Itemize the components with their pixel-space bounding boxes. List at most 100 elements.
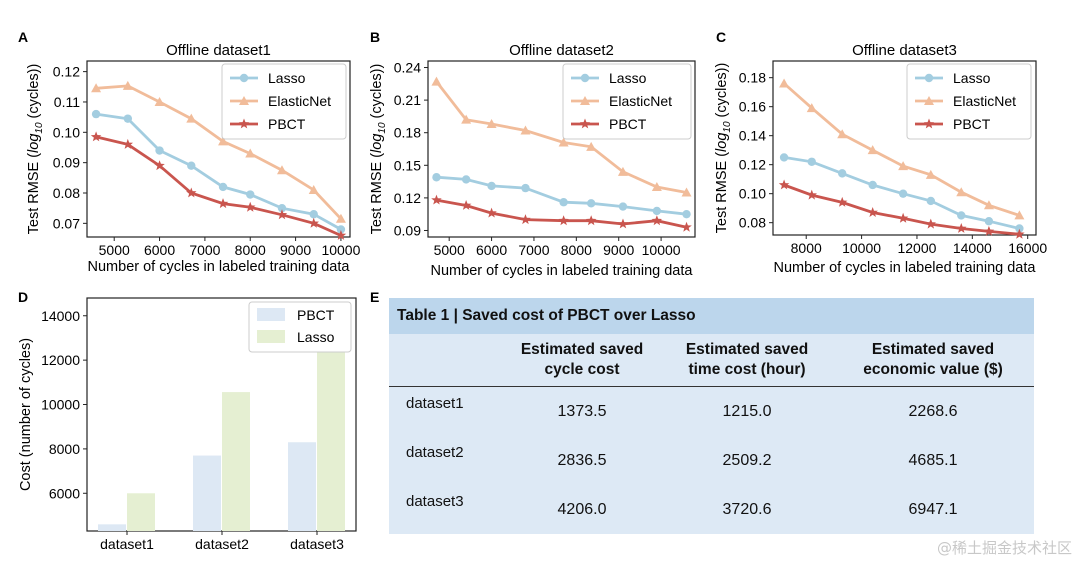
x-tick-label: 8000 bbox=[235, 242, 266, 258]
x-tick-label: 6000 bbox=[476, 242, 507, 258]
legend-box bbox=[906, 63, 1032, 140]
chart-title: Offline dataset3 bbox=[852, 42, 957, 59]
table-row: dataset2 2836.5 2509.2 4685.1 bbox=[389, 436, 1034, 485]
x-tick-label: dataset3 bbox=[290, 536, 344, 552]
data-point bbox=[187, 161, 196, 170]
plot-frame bbox=[772, 60, 1037, 236]
y-tick-label: 0.10 bbox=[53, 124, 80, 140]
x-tick-label: 12000 bbox=[897, 240, 936, 256]
data-point bbox=[486, 207, 497, 218]
y-tick-label: 0.09 bbox=[53, 155, 80, 171]
data-point bbox=[239, 96, 249, 105]
data-point bbox=[122, 138, 133, 149]
data-point bbox=[238, 118, 250, 129]
legend-label: ElasticNet bbox=[953, 93, 1016, 109]
data-point bbox=[779, 78, 790, 88]
bar-lasso bbox=[317, 349, 345, 531]
y-tick-label: 0.09 bbox=[394, 222, 421, 238]
data-point bbox=[1014, 228, 1025, 239]
data-point bbox=[277, 203, 287, 213]
y-tick-label: 0.10 bbox=[739, 186, 766, 202]
data-point bbox=[276, 209, 288, 220]
data-point bbox=[486, 119, 497, 129]
table-cell: 6947.1 bbox=[908, 500, 958, 518]
data-point bbox=[520, 214, 531, 225]
table-title: Table 1 | Saved cost of PBCT over Lasso bbox=[389, 298, 1034, 334]
data-point bbox=[618, 202, 628, 211]
data-point bbox=[652, 206, 662, 216]
data-point bbox=[521, 183, 530, 193]
header-line: economic value ($) bbox=[863, 361, 1003, 378]
header-line: Estimated saved bbox=[685, 341, 809, 358]
header-blank bbox=[389, 334, 502, 386]
y-tick-label: 0.14 bbox=[739, 128, 766, 144]
data-point bbox=[682, 209, 691, 219]
data-point bbox=[926, 196, 935, 206]
data-point bbox=[239, 73, 249, 83]
y-tick-label: 0.15 bbox=[394, 157, 421, 173]
data-point bbox=[617, 218, 629, 229]
data-point bbox=[983, 200, 994, 210]
data-point bbox=[461, 175, 471, 184]
table-cell: 1373.5 bbox=[557, 402, 607, 420]
watermark-text: @稀土掘金技术社区 bbox=[936, 539, 1072, 557]
bar-pbct bbox=[288, 442, 316, 531]
data-point bbox=[898, 189, 908, 198]
table-header: Estimated saved cycle cost Estimated save… bbox=[389, 334, 1034, 387]
data-point bbox=[245, 201, 256, 212]
legend-label: Lasso bbox=[609, 70, 647, 86]
data-point bbox=[432, 173, 441, 182]
x-tick-label: 9000 bbox=[603, 242, 634, 258]
data-point bbox=[308, 184, 319, 194]
data-point bbox=[586, 199, 596, 208]
data-point bbox=[218, 182, 228, 192]
series-pbct bbox=[90, 131, 347, 240]
table-cell: 3720.6 bbox=[722, 500, 772, 518]
chart-dataset2: B Offline dataset2 5000 6000 7000 8000 9000 100… bbox=[369, 29, 696, 279]
data-point bbox=[957, 211, 966, 220]
x-tick-label: 10000 bbox=[642, 242, 681, 258]
table-row: dataset3 4206.0 3720.6 6947.1 bbox=[389, 485, 1034, 534]
legend-label: ElasticNet bbox=[609, 93, 672, 109]
y-tick-label: 10000 bbox=[41, 397, 80, 413]
data-point bbox=[487, 181, 496, 191]
data-point bbox=[431, 194, 442, 205]
legend: Lasso ElasticNet PBCT bbox=[906, 63, 1032, 140]
data-point bbox=[956, 223, 967, 233]
y-tick-label: 0.12 bbox=[394, 190, 421, 206]
panel-label-e: E bbox=[370, 289, 379, 305]
legend: Lasso ElasticNet PBCT bbox=[221, 63, 347, 140]
table-cell: 4685.1 bbox=[908, 451, 958, 469]
bar-lasso bbox=[127, 493, 155, 531]
table-cell: 1215.0 bbox=[722, 402, 772, 420]
table-row: dataset1 1373.5 1215.0 2268.6 bbox=[389, 387, 1034, 436]
x-tick-label: 8000 bbox=[561, 242, 592, 258]
data-point bbox=[123, 114, 133, 123]
data-point bbox=[245, 148, 256, 158]
chart-dataset3: C Offline dataset3 8000 10000 12000 14000 1600… bbox=[714, 29, 1047, 276]
data-point bbox=[579, 118, 591, 129]
y-axis-label: Test RMSE (log10 (cycles)) bbox=[714, 63, 733, 234]
data-point bbox=[276, 165, 287, 175]
series-elasticnet bbox=[91, 80, 346, 223]
data-point bbox=[925, 218, 936, 229]
x-tick-label: 5000 bbox=[434, 242, 465, 258]
data-point bbox=[90, 131, 102, 142]
data-point bbox=[335, 213, 346, 223]
data-point bbox=[983, 225, 995, 236]
y-tick-label: 0.12 bbox=[53, 64, 80, 80]
x-tick-label: 6000 bbox=[144, 242, 175, 258]
plot-frame bbox=[86, 60, 351, 238]
table-cell: 2509.2 bbox=[722, 451, 772, 469]
x-axis-label: Number of cycles in labeled training dat… bbox=[431, 263, 694, 279]
data-point bbox=[217, 198, 229, 209]
data-point bbox=[897, 212, 909, 223]
legend: Lasso ElasticNet PBCT bbox=[562, 63, 692, 140]
series-lasso bbox=[779, 153, 1024, 233]
x-tick-label: 8000 bbox=[791, 240, 822, 256]
chart-title: Offline dataset2 bbox=[509, 42, 614, 59]
data-point bbox=[585, 215, 597, 226]
series-line bbox=[95, 135, 342, 237]
data-point bbox=[984, 217, 994, 226]
